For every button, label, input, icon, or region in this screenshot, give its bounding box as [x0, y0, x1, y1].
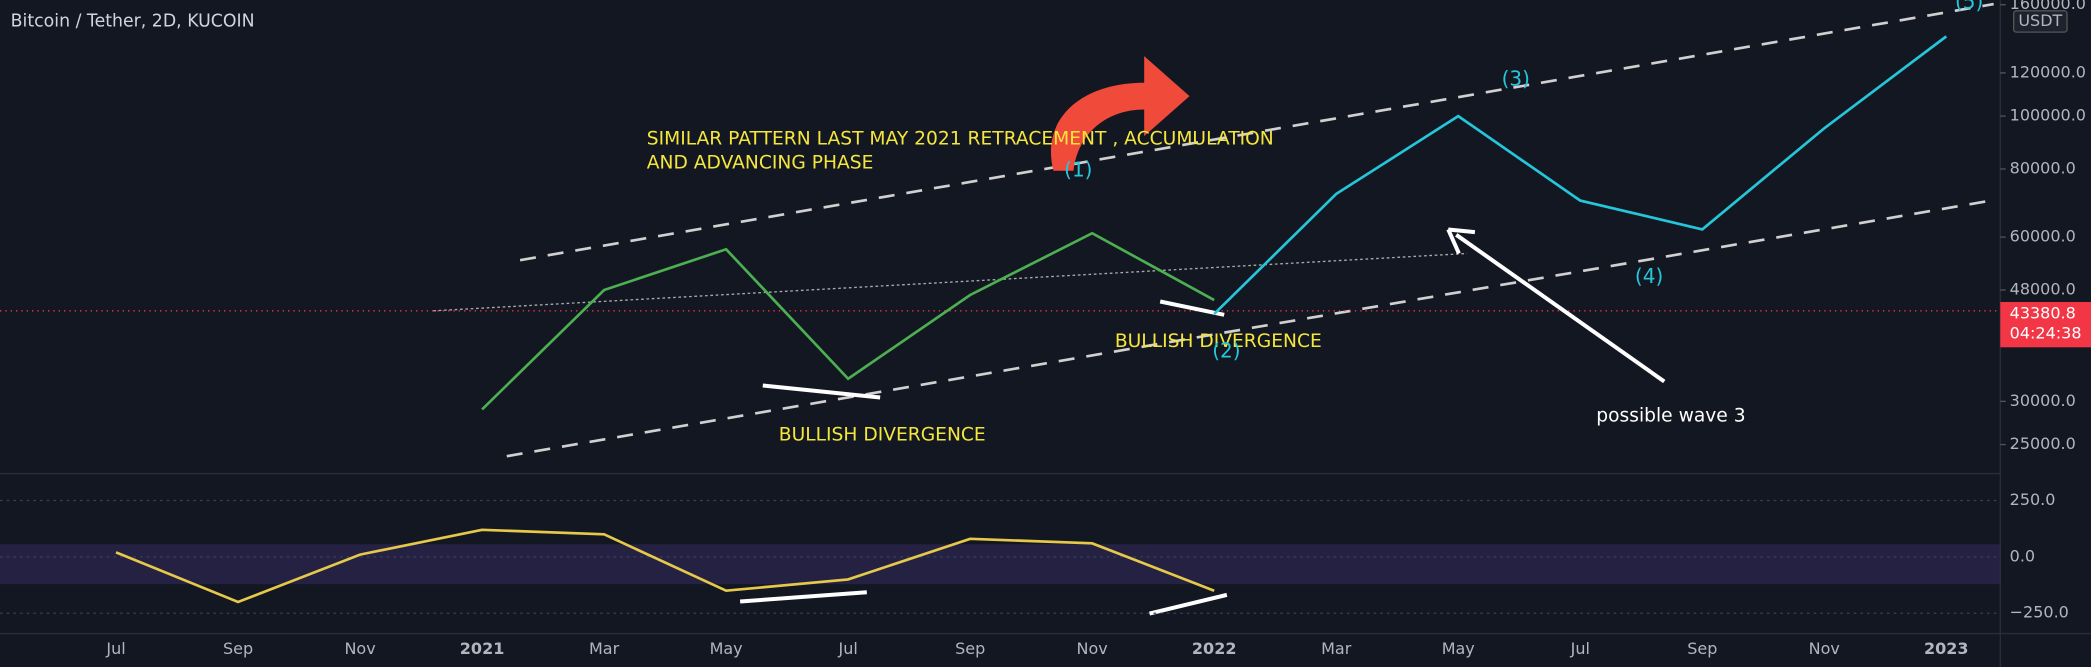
y-tick-label: 80000.0	[2010, 158, 2076, 177]
currency-box	[2012, 10, 2068, 33]
x-tick-label: Sep	[223, 639, 253, 658]
y-tick-label: 120000.0	[2010, 62, 2086, 81]
trend-line	[433, 252, 1467, 312]
x-tick-label: 2021	[460, 639, 505, 658]
annotation: AND ADVANCING PHASE	[647, 152, 874, 173]
last-price: 43380.8	[2010, 303, 2076, 322]
x-tick-label: Mar	[589, 639, 620, 658]
x-tick-label: May	[710, 639, 743, 658]
annotation: BULLISH DIVERGENCE	[1115, 331, 1322, 352]
x-tick-label: 2023	[1924, 639, 1969, 658]
wave-label: (2)	[1212, 339, 1240, 363]
series-line	[1213, 35, 1948, 315]
last-price-box	[2000, 301, 2091, 348]
white-arrow	[1455, 233, 1666, 384]
annotation: BULLISH DIVERGENCE	[779, 424, 986, 445]
y-tick-label: −250.0	[2010, 603, 2069, 622]
x-tick-label: Mar	[1321, 639, 1352, 658]
y-tick-label: 160000.0	[2010, 0, 2086, 13]
wave-label: (5)	[1955, 0, 1983, 13]
currency: USDT	[2018, 11, 2062, 30]
divergence-line	[1159, 299, 1225, 317]
y-tick-label: 25000.0	[2010, 434, 2076, 453]
x-tick-label: Jul	[837, 639, 857, 658]
series-line	[481, 231, 1215, 411]
wave-label: (1)	[1064, 157, 1092, 181]
x-tick-label: Nov	[1809, 639, 1840, 658]
red-arrow	[1050, 56, 1190, 171]
divergence-line	[1149, 592, 1228, 616]
y-tick-label: 48000.0	[2010, 280, 2076, 299]
wave-label: (4)	[1635, 264, 1663, 288]
x-tick-label: Nov	[1077, 639, 1108, 658]
divergence-line	[739, 590, 867, 604]
annotation: SIMILAR PATTERN LAST MAY 2021 RETRACEMEN…	[647, 128, 1274, 149]
x-tick-label: May	[1442, 639, 1475, 658]
y-tick-label: 250.0	[2010, 490, 2056, 509]
y-tick-label: 0.0	[2010, 546, 2035, 565]
y-tick-label: 60000.0	[2010, 227, 2076, 246]
x-tick-label: Jul	[1570, 639, 1590, 658]
y-tick-label: 30000.0	[2010, 391, 2076, 410]
x-tick-label: Sep	[1687, 639, 1717, 658]
divergence-line	[762, 383, 881, 400]
x-tick-label: Jul	[105, 639, 125, 658]
x-tick-label: Nov	[344, 639, 375, 658]
annotation: possible wave 3	[1596, 406, 1745, 427]
chart-title: Bitcoin / Tether, 2D, KUCOIN	[11, 11, 255, 31]
white-arrow-head	[1446, 227, 1476, 255]
channel-upper	[519, 2, 1994, 262]
wave-label: (3)	[1502, 67, 1530, 91]
countdown: 04:24:38	[2010, 323, 2082, 342]
series-line	[115, 528, 1215, 604]
y-tick-label: 100000.0	[2010, 106, 2086, 125]
x-tick-label: 2022	[1192, 639, 1237, 658]
x-tick-label: Sep	[955, 639, 985, 658]
